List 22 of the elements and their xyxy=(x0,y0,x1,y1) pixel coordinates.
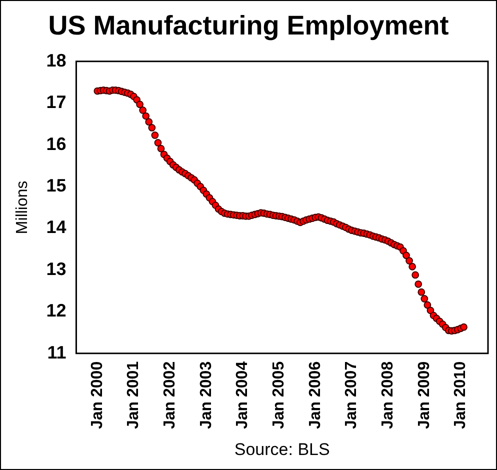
y-tick-label: 13 xyxy=(46,258,66,279)
source-note: Source: BLS xyxy=(234,440,330,460)
y-tick-label: 14 xyxy=(46,217,66,238)
y-tick-label: 11 xyxy=(47,342,66,362)
x-tick-label: Jan 2006 xyxy=(306,361,324,429)
x-tick-label: Jan 2009 xyxy=(416,361,433,429)
y-tick-label: 16 xyxy=(46,134,66,154)
y-tick-label: 18 xyxy=(46,50,66,70)
y-axis-title: Millions xyxy=(14,180,32,234)
x-tick-label: Jan 2008 xyxy=(379,361,396,429)
y-tick-label: 12 xyxy=(46,300,66,321)
x-tick-label: Jan 2010 xyxy=(452,361,470,429)
x-tick-label: Jan 2007 xyxy=(343,361,360,429)
x-tick-label: Jan 2004 xyxy=(234,361,252,429)
x-tick-label: Jan 2001 xyxy=(125,361,142,429)
x-tick-label: Jan 2005 xyxy=(270,361,288,429)
x-tick-label: Jan 2002 xyxy=(161,361,178,429)
chart-title: US Manufacturing Employment xyxy=(48,10,449,41)
y-tick-label: 17 xyxy=(46,92,66,112)
y-tick-label: 15 xyxy=(46,176,66,196)
x-tick-label: Jan 2003 xyxy=(198,361,215,429)
x-tick-label: Jan 2000 xyxy=(88,361,106,429)
